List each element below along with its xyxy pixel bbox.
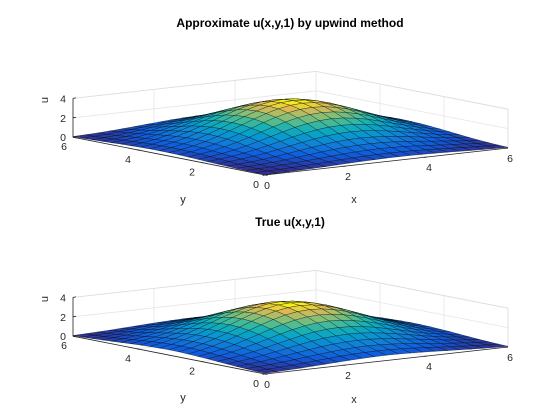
x-axis-line (264, 346, 509, 375)
box-edge (72, 270, 317, 298)
y-axis-line (72, 136, 266, 176)
z-tick-mark (72, 116, 77, 119)
z-tick-mark (72, 335, 77, 337)
box-edge (72, 71, 317, 99)
y-axis-line (72, 335, 266, 375)
x-axis-line (264, 147, 509, 176)
x-tick-label: 2 (345, 370, 351, 382)
box-edge (315, 71, 509, 110)
x-tick-mark (424, 355, 428, 357)
y-tick-label: 2 (189, 166, 195, 178)
y-tick-label: 0 (253, 378, 259, 390)
x-tick-mark (262, 174, 266, 176)
z-tick-label: 2 (60, 312, 66, 324)
x-tick-label: 4 (426, 361, 432, 373)
x-tick-mark (424, 156, 428, 158)
z-tick-mark (72, 97, 77, 99)
z-tick-mark (72, 136, 77, 138)
y-tick-label: 6 (61, 340, 67, 352)
x-tick-mark (505, 147, 509, 149)
chart-title: Approximate u(x,y,1) by upwind method (176, 16, 403, 30)
y-tick-label: 4 (125, 154, 131, 166)
chart-title: True u(x,y,1) (255, 215, 325, 229)
x-tick-mark (262, 373, 266, 375)
y-tick-mark (200, 361, 204, 363)
x-tick-label: 4 (426, 162, 432, 174)
x-axis-label: x (351, 194, 357, 206)
approximate-surface-plot: Approximate u(x,y,1) by upwind method 0 2… (39, 16, 513, 206)
x-tick-label: 6 (507, 153, 513, 165)
y-tick-mark (200, 162, 204, 164)
z-tick-label: 0 (60, 331, 66, 343)
z-tick-label: 4 (60, 93, 66, 105)
x-tick-label: 0 (264, 180, 270, 192)
x-tick-label: 0 (264, 379, 270, 391)
y-tick-mark (136, 149, 140, 151)
z-tick-mark (72, 296, 77, 298)
y-axis-label: y (180, 194, 186, 206)
y-tick-mark (136, 348, 140, 350)
y-tick-mark (264, 373, 268, 375)
box-edge (315, 270, 509, 309)
surface-patch (255, 369, 278, 374)
y-tick-label: 2 (189, 365, 195, 377)
x-tick-mark (343, 165, 347, 167)
y-tick-label: 6 (61, 141, 67, 153)
x-tick-label: 6 (507, 352, 513, 364)
z-axis-label: u (39, 296, 51, 302)
y-tick-label: 0 (253, 179, 259, 191)
z-tick-label: 4 (60, 292, 66, 304)
x-tick-mark (343, 364, 347, 366)
z-axis-label: u (39, 97, 51, 103)
z-tick-label: 0 (60, 132, 66, 144)
z-tick-label: 2 (60, 113, 66, 125)
y-axis-label: y (180, 392, 186, 404)
x-tick-mark (505, 346, 509, 348)
x-tick-label: 2 (345, 171, 351, 183)
y-tick-mark (264, 174, 268, 176)
z-tick-mark (72, 315, 77, 318)
x-axis-label: x (351, 394, 357, 406)
y-tick-label: 4 (125, 353, 131, 365)
